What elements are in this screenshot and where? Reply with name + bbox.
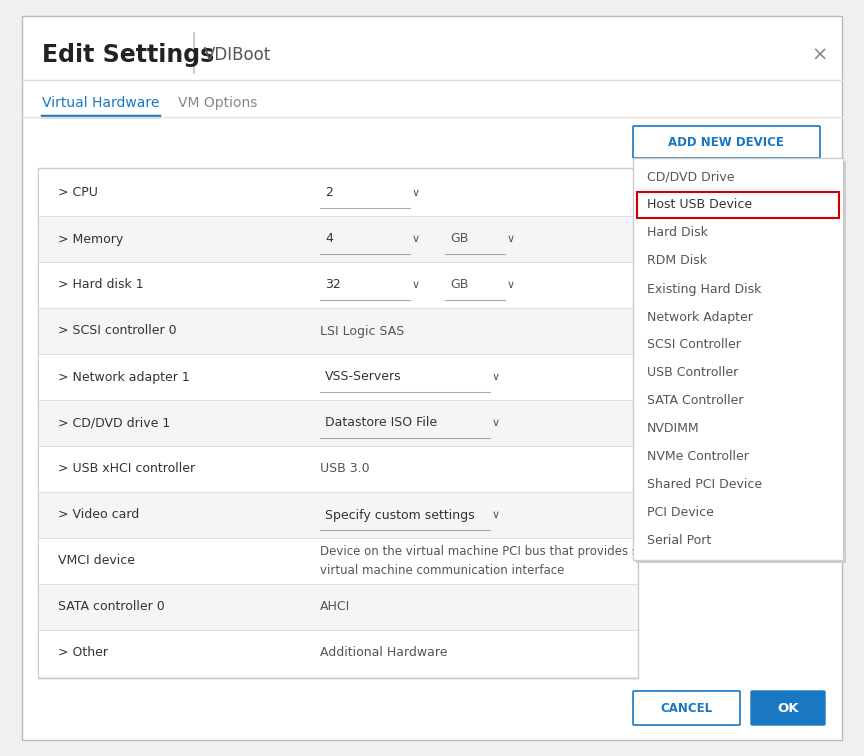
Text: PCI Device: PCI Device (647, 507, 714, 519)
Text: Existing Hard Disk: Existing Hard Disk (647, 283, 761, 296)
Text: ∨: ∨ (507, 234, 515, 244)
Text: ∨: ∨ (412, 188, 420, 198)
Text: Shared PCI Device: Shared PCI Device (647, 479, 762, 491)
Text: Network Adapter: Network Adapter (647, 311, 753, 324)
Bar (39, 492, 637, 538)
Text: > Network adapter 1: > Network adapter 1 (58, 370, 190, 383)
Bar (39, 584, 637, 630)
Text: NVMe Controller: NVMe Controller (647, 451, 749, 463)
Text: 4: 4 (325, 233, 333, 246)
Text: virtual machine communication interface: virtual machine communication interface (320, 563, 564, 577)
Text: > SCSI controller 0: > SCSI controller 0 (58, 324, 176, 337)
Text: CD/DVD Drive: CD/DVD Drive (647, 171, 734, 184)
Text: LSI Logic SAS: LSI Logic SAS (320, 324, 404, 337)
Bar (637, 192, 839, 218)
Text: CANCEL: CANCEL (660, 702, 712, 714)
Text: NVDIMM: NVDIMM (647, 423, 700, 435)
Bar (633, 158, 843, 560)
Text: ADD NEW DEVICE: ADD NEW DEVICE (668, 135, 784, 148)
Text: > CPU: > CPU (58, 187, 98, 200)
FancyBboxPatch shape (633, 126, 820, 158)
Text: > Video card: > Video card (58, 509, 139, 522)
Text: Specify custom settings: Specify custom settings (325, 509, 474, 522)
FancyBboxPatch shape (751, 691, 825, 725)
Text: > USB xHCI controller: > USB xHCI controller (58, 463, 195, 476)
Text: RDM Disk: RDM Disk (647, 255, 707, 268)
Text: VSS-Servers: VSS-Servers (325, 370, 402, 383)
Text: Datastore ISO File: Datastore ISO File (325, 417, 437, 429)
Text: > Hard disk 1: > Hard disk 1 (58, 278, 143, 292)
Text: Hard Disk: Hard Disk (647, 227, 708, 240)
Text: AHCI: AHCI (320, 600, 350, 614)
Text: SATA controller 0: SATA controller 0 (58, 600, 165, 614)
Bar (39, 400, 637, 446)
Text: SCSI Controller: SCSI Controller (647, 339, 740, 352)
Bar (39, 262, 637, 308)
Text: USB 3.0: USB 3.0 (320, 463, 370, 476)
Text: Device on the virtual machine PCI bus that provides support for the: Device on the virtual machine PCI bus th… (320, 546, 721, 559)
Text: USB Controller: USB Controller (647, 367, 738, 380)
Bar (39, 216, 637, 262)
Bar (39, 170, 637, 216)
Bar (39, 630, 637, 676)
Bar (39, 308, 637, 354)
Text: Serial Port: Serial Port (647, 534, 711, 547)
Text: VDIBoot: VDIBoot (204, 46, 271, 64)
Text: GB: GB (450, 233, 468, 246)
Text: 2: 2 (325, 187, 333, 200)
Text: ∨: ∨ (412, 234, 420, 244)
Text: VM Options: VM Options (178, 96, 257, 110)
Bar (38, 168, 638, 678)
Text: ∨: ∨ (492, 510, 500, 520)
Text: 32: 32 (325, 278, 340, 292)
FancyBboxPatch shape (633, 691, 740, 725)
Text: Edit Settings: Edit Settings (42, 43, 214, 67)
Text: ×: × (812, 45, 829, 64)
Text: ∨: ∨ (412, 280, 420, 290)
Text: GB: GB (450, 278, 468, 292)
Text: Host USB Device: Host USB Device (647, 199, 753, 212)
Text: ∨: ∨ (492, 372, 500, 382)
Text: > CD/DVD drive 1: > CD/DVD drive 1 (58, 417, 170, 429)
Text: > Other: > Other (58, 646, 108, 659)
Text: VMCI device: VMCI device (58, 554, 135, 568)
Bar (39, 354, 637, 400)
Bar (39, 446, 637, 492)
Text: Additional Hardware: Additional Hardware (320, 646, 448, 659)
Text: ∨: ∨ (492, 418, 500, 428)
Text: Virtual Hardware: Virtual Hardware (42, 96, 159, 110)
Bar (636, 161, 846, 563)
Text: ∨: ∨ (507, 280, 515, 290)
Text: OK: OK (778, 702, 798, 714)
Text: > Memory: > Memory (58, 233, 124, 246)
Text: SATA Controller: SATA Controller (647, 395, 744, 407)
Bar (39, 538, 637, 584)
